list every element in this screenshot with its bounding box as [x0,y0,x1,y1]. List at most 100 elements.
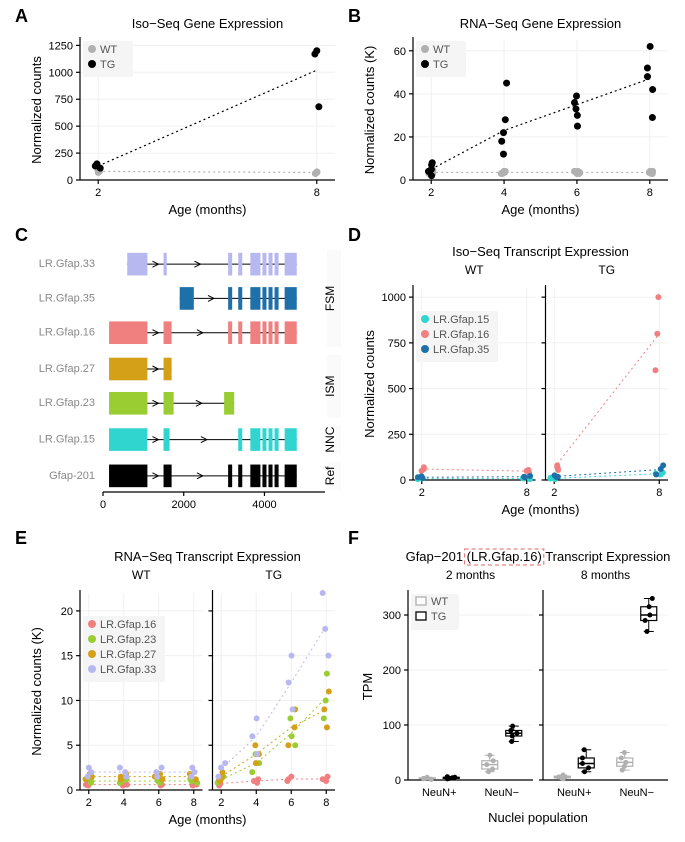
svg-text:Normalized counts (K): Normalized counts (K) [362,46,377,175]
svg-text:1000: 1000 [382,292,406,304]
svg-text:WT: WT [100,44,117,56]
svg-text:LR.Gfap.15: LR.Gfap.15 [433,314,489,326]
svg-text:2000: 2000 [171,499,195,511]
svg-text:TG: TG [598,263,615,277]
svg-text:Iso−Seq Gene Expression: Iso−Seq Gene Expression [132,16,283,31]
svg-text:LR.Gfap.16: LR.Gfap.16 [100,619,156,631]
panel-c-tracks: LR.Gfap.33 LR.Gfap.35 LR.Gfap.16 FSM LR.Gfap… [25,240,345,520]
svg-text:ISM: ISM [323,375,337,396]
panel-d-chart: Iso−Seq Transcript Expression 0 250 500 750 1… [358,240,678,520]
svg-text:4: 4 [121,797,127,809]
svg-text:300: 300 [383,610,401,622]
svg-text:LR.Gfap.16: LR.Gfap.16 [39,327,95,339]
svg-text:15: 15 [61,651,73,663]
svg-text:2: 2 [551,487,557,499]
svg-text:FSM: FSM [323,286,337,311]
svg-text:LR.Gfap.23: LR.Gfap.23 [100,634,156,646]
svg-text:200: 200 [383,665,401,677]
svg-text:2: 2 [86,797,92,809]
svg-text:40: 40 [394,89,406,101]
svg-text:WT: WT [433,44,450,56]
svg-text:Gfap-201: Gfap-201 [49,470,95,482]
svg-text:250: 250 [55,148,73,160]
svg-text:1250: 1250 [49,40,73,52]
svg-text:8 months: 8 months [581,568,630,582]
svg-text:6: 6 [156,797,162,809]
svg-text:1000: 1000 [49,67,73,79]
svg-text:TG: TG [265,568,282,582]
svg-text:LR.Gfap.35: LR.Gfap.35 [433,344,489,356]
svg-text:5: 5 [67,740,73,752]
svg-text:Age (months): Age (months) [168,202,246,217]
svg-text:WT: WT [431,596,448,608]
panel-e-chart: RNA−Seq Transcript Expression 0 5 10 15 20 Nor… [25,545,345,830]
svg-text:Normalized counts: Normalized counts [362,330,377,438]
svg-text:8: 8 [191,797,197,809]
svg-text:500: 500 [55,121,73,133]
svg-text:Gfap−201 (LR.Gfap.16) Transcri: Gfap−201 (LR.Gfap.16) Transcript Express… [406,549,671,564]
svg-text:LR.Gfap.27: LR.Gfap.27 [100,649,156,661]
svg-text:Normalized counts (K): Normalized counts (K) [29,627,44,756]
svg-text:WT: WT [465,263,484,277]
svg-text:8: 8 [314,187,320,199]
svg-text:2 months: 2 months [446,568,495,582]
panel-b-chart: 0 20 40 60 2 4 6 8 Age (months) Normalized counts… [358,10,678,220]
svg-text:6: 6 [574,187,580,199]
svg-text:LR.Gfap.23: LR.Gfap.23 [39,397,95,409]
svg-text:8: 8 [323,797,329,809]
svg-text:TG: TG [431,611,446,623]
svg-text:60: 60 [394,46,406,58]
svg-text:2: 2 [218,797,224,809]
svg-text:2: 2 [95,187,101,199]
svg-text:LR.Gfap.33: LR.Gfap.33 [100,664,156,676]
svg-text:TG: TG [100,59,115,71]
svg-text:0: 0 [100,499,106,511]
svg-text:750: 750 [55,94,73,106]
svg-text:10: 10 [61,695,73,707]
svg-text:LR.Gfap.35: LR.Gfap.35 [39,292,95,304]
svg-text:500: 500 [388,384,406,396]
svg-text:WT: WT [132,568,151,582]
svg-text:RNA−Seq Gene Expression: RNA−Seq Gene Expression [460,16,622,31]
panel-a-chart: 0 250 500 750 1000 1250 2 8 Age (months) Normaliz… [25,10,345,220]
svg-text:8: 8 [656,487,662,499]
svg-text:NeuN−: NeuN− [619,787,654,799]
svg-text:250: 250 [388,429,406,441]
svg-text:LR.Gfap.16: LR.Gfap.16 [433,329,489,341]
svg-text:20: 20 [61,606,73,618]
svg-text:Iso−Seq Transcript Expression: Iso−Seq Transcript Expression [452,244,629,259]
svg-text:LR.Gfap.15: LR.Gfap.15 [39,433,95,445]
svg-text:RNA−Seq Transcript Expression: RNA−Seq Transcript Expression [114,549,301,564]
svg-text:750: 750 [388,338,406,350]
svg-text:2: 2 [428,187,434,199]
svg-text:NNC: NNC [323,426,337,452]
svg-text:100: 100 [383,720,401,732]
svg-text:4: 4 [253,797,259,809]
svg-text:NeuN−: NeuN− [484,787,519,799]
svg-text:0: 0 [395,775,401,787]
svg-text:Age (months): Age (months) [168,812,246,827]
svg-text:NeuN+: NeuN+ [557,787,592,799]
svg-text:2: 2 [419,487,425,499]
svg-text:LR.Gfap.33: LR.Gfap.33 [39,258,95,270]
svg-text:Ref: Ref [323,466,337,485]
svg-text:20: 20 [394,132,406,144]
svg-text:4: 4 [501,187,507,199]
svg-text:TPM: TPM [360,673,375,700]
svg-text:Age (months): Age (months) [501,202,579,217]
svg-text:Nuclei population: Nuclei population [488,810,588,825]
svg-text:4000: 4000 [252,499,276,511]
svg-text:8: 8 [647,187,653,199]
svg-text:0: 0 [400,475,406,487]
svg-text:0: 0 [400,175,406,187]
svg-text:0: 0 [67,175,73,187]
svg-text:8: 8 [524,487,530,499]
panel-f-chart: Gfap−201 (LR.Gfap.16) Transcript Express… [358,545,678,830]
svg-text:NeuN+: NeuN+ [422,787,457,799]
svg-text:0: 0 [67,785,73,797]
svg-text:LR.Gfap.27: LR.Gfap.27 [39,363,95,375]
svg-text:6: 6 [288,797,294,809]
svg-text:TG: TG [433,59,448,71]
svg-text:Normalized counts: Normalized counts [29,56,44,164]
svg-text:Age (months): Age (months) [501,502,579,517]
